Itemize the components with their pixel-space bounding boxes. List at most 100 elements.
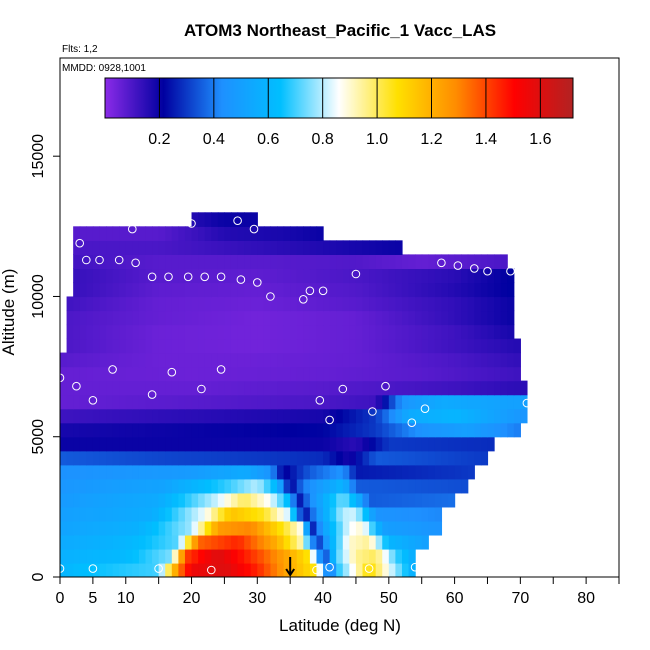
heatmap-cell: [79, 394, 87, 410]
heatmap-cell: [257, 282, 265, 298]
heatmap-cell: [441, 436, 449, 452]
heatmap-cell: [237, 422, 245, 438]
heatmap-cell: [316, 226, 324, 241]
data-point: [437, 258, 446, 268]
heatmap-cell: [178, 534, 186, 550]
heatmap-cell: [316, 296, 324, 312]
heatmap-cell: [421, 366, 429, 382]
heatmap-cell: [204, 352, 212, 368]
heatmap-cell: [362, 408, 370, 424]
heatmap-cell: [125, 506, 133, 522]
heatmap-cell: [448, 380, 456, 396]
heatmap-cell: [106, 324, 114, 340]
heatmap-cell: [513, 352, 521, 368]
heatmap-cell: [415, 422, 423, 438]
heatmap-cell: [198, 338, 206, 354]
heatmap-cell: [448, 464, 456, 480]
heatmap-cell: [178, 240, 186, 255]
heatmap-cell: [336, 310, 344, 326]
heatmap-cell: [303, 254, 311, 270]
heatmap-cell: [158, 240, 166, 255]
heatmap-cell: [132, 394, 140, 410]
heatmap-cell: [191, 352, 199, 368]
heatmap-cell: [507, 268, 515, 284]
heatmap-cell: [277, 338, 285, 354]
heatmap-cell: [152, 338, 160, 354]
heatmap-cell: [303, 548, 311, 564]
heatmap-cell: [375, 380, 383, 396]
heatmap-cell: [467, 380, 475, 396]
heatmap-cell: [441, 366, 449, 382]
heatmap-cell: [106, 310, 114, 326]
heatmap-cell: [316, 366, 324, 382]
heatmap-cell: [224, 338, 232, 354]
heatmap-cell: [125, 324, 133, 340]
heatmap-cell: [204, 324, 212, 340]
data-point: [147, 390, 157, 399]
heatmap-cell: [336, 338, 344, 354]
heatmap-cell: [303, 394, 311, 410]
heatmap-cell: [165, 366, 173, 382]
heatmap-cell: [461, 310, 469, 326]
heatmap-cell: [145, 254, 153, 270]
heatmap-cell: [277, 254, 285, 270]
heatmap-cell: [454, 268, 462, 284]
heatmap-cell: [138, 520, 147, 536]
data-point: [522, 398, 532, 408]
heatmap-cell: [244, 296, 252, 312]
heatmap-cell: [132, 450, 140, 466]
heatmap-cell: [395, 352, 403, 368]
heatmap-cell: [158, 226, 166, 241]
heatmap-cell: [250, 212, 258, 227]
heatmap-cell: [138, 254, 147, 270]
heatmap-cell: [198, 436, 206, 452]
heatmap-cell: [408, 254, 416, 270]
heatmap-cell: [355, 436, 364, 452]
heatmap-cell: [119, 450, 127, 466]
heatmap-cell: [198, 352, 206, 368]
heatmap-cell: [73, 226, 81, 241]
heatmap-cell: [500, 380, 508, 396]
heatmap-cell: [283, 422, 291, 438]
heatmap-cell: [309, 520, 318, 536]
heatmap-cell: [132, 282, 140, 298]
heatmap-cell: [270, 352, 278, 368]
heatmap-cell: [500, 310, 508, 326]
heatmap-cell: [257, 436, 265, 452]
heatmap-cell: [316, 240, 324, 255]
heatmap-cell: [204, 534, 212, 550]
heatmap-cell: [178, 562, 186, 577]
heatmap-cell: [250, 562, 258, 577]
heatmap-cell: [263, 464, 272, 480]
heatmap-cell: [132, 478, 140, 494]
heatmap-cell: [467, 394, 475, 410]
heatmap-cell: [415, 464, 423, 480]
heatmap-cell: [92, 492, 101, 508]
heatmap-cell: [448, 268, 456, 284]
heatmap-cell: [415, 450, 423, 466]
heatmap-cell: [184, 380, 193, 396]
heatmap-cell: [448, 408, 456, 424]
heatmap-cell: [60, 506, 68, 522]
heatmap-cell: [178, 436, 186, 452]
heatmap-cell: [132, 464, 140, 480]
heatmap-cell: [336, 478, 344, 494]
heatmap-cell: [428, 450, 436, 466]
heatmap-cell: [79, 478, 87, 494]
heatmap-cell: [92, 436, 101, 452]
heatmap-cell: [277, 506, 285, 522]
heatmap-cell: [152, 534, 160, 550]
heatmap-cell: [290, 240, 298, 255]
heatmap-cell: [198, 254, 206, 270]
heatmap-cell: [92, 268, 101, 284]
heatmap-cell: [382, 436, 390, 452]
heatmap-cell: [257, 422, 265, 438]
heatmap-cell: [204, 338, 212, 354]
heatmap-cell: [303, 520, 311, 536]
heatmap-cell: [270, 464, 278, 480]
heatmap-cell: [309, 562, 318, 577]
heatmap-cell: [375, 408, 383, 424]
heatmap-cell: [329, 352, 337, 368]
heatmap-cell: [507, 366, 515, 382]
heatmap-cell: [230, 394, 239, 410]
